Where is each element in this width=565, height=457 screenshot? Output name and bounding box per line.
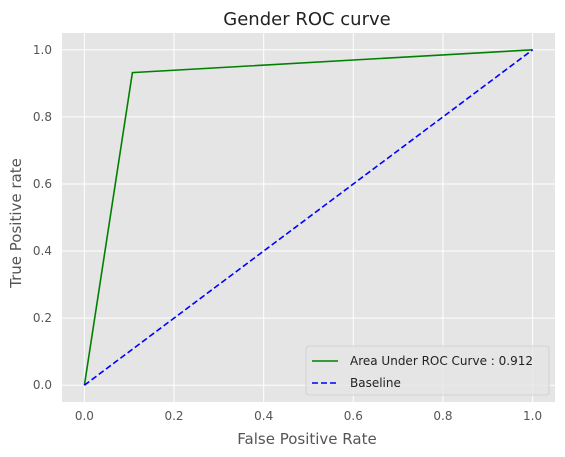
- legend-label: Area Under ROC Curve : 0.912: [350, 354, 533, 368]
- grid-lines: [62, 33, 555, 402]
- y-tick-label: 0.6: [33, 177, 52, 191]
- series-group: [83, 49, 534, 386]
- legend: Area Under ROC Curve : 0.912 Baseline: [305, 345, 550, 396]
- x-axis-ticks: 0.0 0.2 0.4 0.6 0.8 1.0: [75, 409, 542, 423]
- series-line-baseline: [83, 49, 534, 386]
- x-tick-label: 0.2: [164, 409, 183, 423]
- x-axis-label: False Positive Rate: [237, 430, 376, 448]
- y-tick-label: 0.4: [33, 244, 52, 258]
- legend-label: Baseline: [350, 376, 401, 390]
- y-tick-label: 1.0: [33, 43, 52, 57]
- x-tick-label: 0.0: [75, 409, 94, 423]
- x-tick-label: 0.4: [254, 409, 273, 423]
- y-axis-label: True Positive rate: [7, 158, 25, 289]
- y-axis-ticks: 0.0 0.2 0.4 0.6 0.8 1.0: [33, 43, 52, 392]
- legend-box: [305, 345, 550, 396]
- x-tick-label: 1.0: [523, 409, 542, 423]
- chart-title: Gender ROC curve: [223, 9, 390, 30]
- x-tick-label: 0.6: [344, 409, 363, 423]
- x-tick-label: 0.8: [433, 409, 452, 423]
- y-tick-label: 0.8: [33, 110, 52, 124]
- series-line-roc-curve: [83, 49, 533, 386]
- y-tick-label: 0.0: [33, 378, 52, 392]
- y-tick-label: 0.2: [33, 311, 52, 325]
